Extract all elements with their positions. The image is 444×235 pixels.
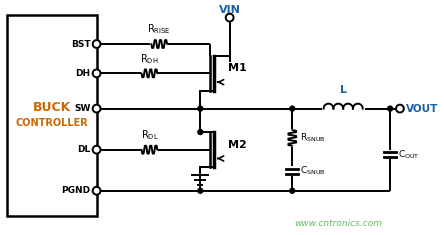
Circle shape <box>290 106 295 111</box>
Text: $\mathsf{R_{SNUB}}$: $\mathsf{R_{SNUB}}$ <box>300 132 325 144</box>
Text: VIN: VIN <box>219 5 241 15</box>
Text: $\mathsf{C_{SNUB}}$: $\mathsf{C_{SNUB}}$ <box>300 165 326 177</box>
Text: SW: SW <box>74 104 91 113</box>
Text: $\mathsf{R_{DL}}$: $\mathsf{R_{DL}}$ <box>141 128 159 142</box>
Text: PGND: PGND <box>62 186 91 195</box>
Text: DL: DL <box>77 145 91 154</box>
Text: $\mathsf{R_{RISE}}$: $\mathsf{R_{RISE}}$ <box>147 22 171 36</box>
Text: $\mathsf{C_{OUT}}$: $\mathsf{C_{OUT}}$ <box>398 148 420 161</box>
Circle shape <box>93 187 100 195</box>
Circle shape <box>226 14 234 21</box>
Text: CONTROLLER: CONTROLLER <box>15 118 88 128</box>
Text: BUCK: BUCK <box>32 101 71 114</box>
Circle shape <box>388 106 392 111</box>
Circle shape <box>198 106 203 111</box>
Circle shape <box>396 105 404 113</box>
Circle shape <box>93 105 100 113</box>
Text: $\mathsf{R_{DH}}$: $\mathsf{R_{DH}}$ <box>140 52 159 66</box>
Text: DH: DH <box>75 69 91 78</box>
Circle shape <box>93 70 100 77</box>
Text: M2: M2 <box>228 140 246 150</box>
Text: VOUT: VOUT <box>406 104 438 114</box>
Text: M1: M1 <box>228 63 246 74</box>
Circle shape <box>198 130 203 134</box>
Circle shape <box>93 146 100 154</box>
Text: BST: BST <box>71 39 91 48</box>
Circle shape <box>93 40 100 48</box>
Text: L: L <box>340 85 347 95</box>
Text: www.cntronics.com: www.cntronics.com <box>294 219 382 227</box>
Circle shape <box>198 188 203 193</box>
FancyBboxPatch shape <box>7 15 97 216</box>
Circle shape <box>290 188 295 193</box>
